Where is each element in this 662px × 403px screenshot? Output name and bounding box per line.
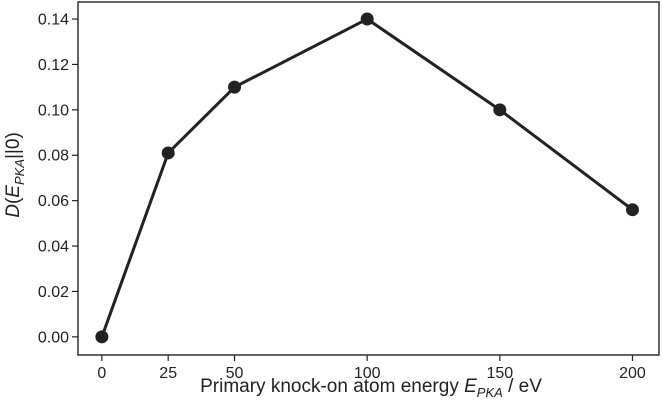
x-tick-label: 25 [159, 365, 177, 382]
y-axis-label-close: ||0) [3, 132, 24, 159]
y-axis-ticks: 0.00 0.02 0.04 0.06 0.08 0.10 0.12 0.14 [38, 12, 78, 346]
y-tick-label: 0.14 [38, 12, 69, 29]
axes [77, 1, 660, 356]
x-axis-label-var: E [464, 376, 477, 397]
x-tick-label: 100 [354, 365, 381, 382]
data-point [625, 203, 639, 217]
x-axis-label-suffix: / eV [503, 376, 542, 397]
x-tick-label: 0 [97, 365, 106, 382]
y-tick-label: 0.08 [38, 148, 69, 165]
y-axis-label-sub: PKA [12, 159, 27, 185]
y-axis-label: D(EPKA||0) [3, 132, 27, 218]
x-axis-label-prefix: Primary knock-on atom energy [200, 376, 464, 397]
y-tick-label: 0.04 [38, 239, 69, 256]
x-tick-label: 50 [226, 365, 244, 382]
data-series [95, 12, 639, 344]
y-tick-label: 0.02 [38, 284, 69, 301]
x-tick-label: 150 [486, 365, 513, 382]
plot-frame [77, 1, 660, 356]
data-point [161, 146, 175, 160]
data-point [360, 12, 374, 26]
y-tick-label: 0.06 [38, 193, 69, 210]
series-line [100, 17, 634, 339]
y-axis-label-inner-var: E [3, 185, 24, 198]
x-tick-label: 200 [619, 365, 646, 382]
y-tick-label: 0.10 [38, 102, 69, 119]
data-point [493, 103, 507, 117]
y-tick-label: 0.00 [38, 329, 69, 346]
data-point [95, 330, 109, 344]
y-tick-label: 0.12 [38, 57, 69, 74]
x-axis-ticks: 0 25 50 100 150 200 [97, 355, 646, 382]
x-axis-label: Primary knock-on atom energy EPKA / eV [200, 376, 542, 400]
y-axis-label-var: D [3, 204, 24, 218]
data-point [228, 80, 242, 94]
y-axis-label-open: ( [3, 197, 24, 204]
x-axis-label-sub: PKA [477, 385, 503, 400]
